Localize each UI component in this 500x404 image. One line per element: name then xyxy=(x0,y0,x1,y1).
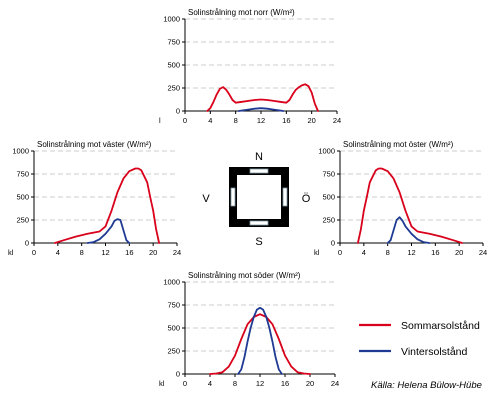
y-tick-label: 1000 xyxy=(163,278,180,287)
series-line-summer xyxy=(206,83,319,112)
y-tick-label: 1000 xyxy=(318,147,335,156)
x-tick-label: 16 xyxy=(281,379,289,388)
x-axis-label: kl xyxy=(8,248,14,257)
chart-north: Solinstrålning mot norr (W/m²) 0 250 500 750… xyxy=(159,8,341,125)
x-tick-label: 0 xyxy=(183,379,187,388)
x-tick-label: 4 xyxy=(208,116,212,125)
x-tick-label: 20 xyxy=(306,379,314,388)
y-tick-label: 500 xyxy=(16,193,29,202)
x-tick-label: 4 xyxy=(208,379,212,388)
chart-title: Solinstrålning mot väster (W/m²) xyxy=(37,140,152,149)
chart-title: Solinstrålning mot söder (W/m²) xyxy=(188,271,301,280)
series-line-winter xyxy=(86,218,131,244)
x-tick-label: 24 xyxy=(333,116,341,125)
y-tick-label: 750 xyxy=(322,170,335,179)
x-tick-label: 4 xyxy=(56,248,60,257)
x-tick-label: 20 xyxy=(307,116,315,125)
x-axis-label: l xyxy=(159,116,161,125)
y-tick-label: 0 xyxy=(176,370,180,379)
x-tick-label: 16 xyxy=(431,248,439,257)
x-tick-label: 24 xyxy=(479,248,487,257)
x-axis-label: kl xyxy=(314,248,320,257)
compass-north: N xyxy=(255,151,263,163)
series-line-winter xyxy=(386,216,431,244)
y-tick-label: 0 xyxy=(331,239,335,248)
compass-south: S xyxy=(255,236,262,248)
window-north xyxy=(249,168,269,174)
window-east xyxy=(282,187,288,207)
series-line-winter xyxy=(237,306,283,375)
y-tick-label: 500 xyxy=(167,324,180,333)
x-tick-label: 16 xyxy=(125,248,133,257)
x-tick-label: 8 xyxy=(233,379,237,388)
x-tick-label: 24 xyxy=(173,248,181,257)
x-tick-label: 24 xyxy=(331,379,339,388)
x-tick-label: 12 xyxy=(407,248,415,257)
chart-title: Solinstrålning mot öster (W/m²) xyxy=(343,140,454,149)
legend-winter-label: Vintersolstånd xyxy=(401,346,468,358)
x-tick-label: 4 xyxy=(362,248,366,257)
legend-summer-label: Sommarsolstånd xyxy=(401,320,480,332)
x-tick-label: 12 xyxy=(257,116,265,125)
y-tick-label: 0 xyxy=(25,239,29,248)
y-tick-label: 250 xyxy=(167,84,180,93)
series-line-summer xyxy=(209,313,311,375)
y-tick-label: 500 xyxy=(167,61,180,70)
y-tick-label: 750 xyxy=(167,38,180,47)
x-tick-label: 20 xyxy=(455,248,463,257)
y-tick-label: 750 xyxy=(16,170,29,179)
window-south xyxy=(249,220,269,226)
chart-east: Solinstrålning mot öster (W/m²) 0 250 500 75… xyxy=(314,140,487,257)
x-tick-label: 0 xyxy=(183,116,187,125)
x-tick-label: 20 xyxy=(149,248,157,257)
y-tick-label: 500 xyxy=(322,193,335,202)
x-tick-label: 12 xyxy=(101,248,109,257)
y-tick-label: 250 xyxy=(16,216,29,225)
x-tick-label: 0 xyxy=(32,248,36,257)
x-tick-label: 0 xyxy=(338,248,342,257)
series-line-summer xyxy=(356,167,464,244)
y-tick-label: 250 xyxy=(167,347,180,356)
x-tick-label: 8 xyxy=(386,248,390,257)
y-tick-label: 250 xyxy=(322,216,335,225)
house-plan-diagram: N S V Ö xyxy=(202,151,310,248)
x-tick-label: 8 xyxy=(80,248,84,257)
y-tick-label: 750 xyxy=(167,301,180,310)
x-tick-label: 8 xyxy=(234,116,238,125)
chart-west: Solinstrålning mot väster (W/m²) 0 250 500 7… xyxy=(8,140,181,257)
house-interior xyxy=(237,175,281,219)
chart-south: Solinstrålning mot söder (W/m²) 0 250 500 75… xyxy=(159,271,339,388)
x-tick-label: 12 xyxy=(256,379,264,388)
x-tick-label: 16 xyxy=(282,116,290,125)
series-line-winter xyxy=(237,107,285,112)
chart-title: Solinstrålning mot norr (W/m²) xyxy=(188,8,295,17)
compass-west: V xyxy=(202,193,210,205)
source-credit: Källa: Helena Bülow-Hübe xyxy=(371,380,482,391)
y-tick-label: 0 xyxy=(176,107,180,116)
legend: Sommarsolstånd Vintersolstånd xyxy=(359,320,480,358)
window-west xyxy=(230,187,236,207)
y-tick-label: 1000 xyxy=(163,15,180,24)
x-axis-label: kl xyxy=(159,379,165,388)
y-tick-label: 1000 xyxy=(12,147,29,156)
compass-east: Ö xyxy=(302,193,311,205)
series-line-summer xyxy=(54,167,161,244)
